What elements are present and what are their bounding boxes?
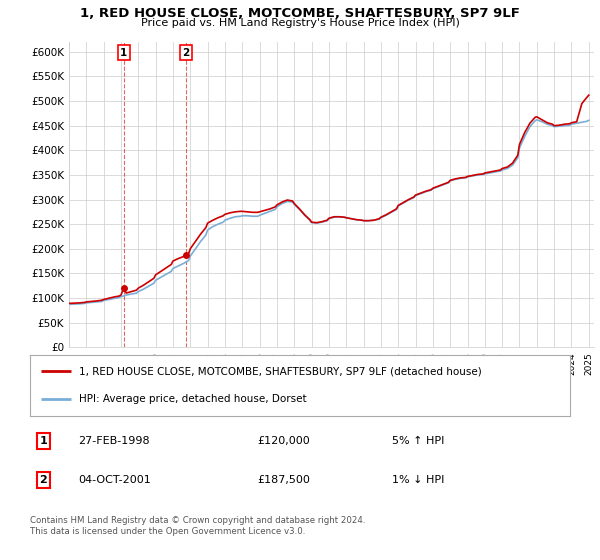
Text: 1, RED HOUSE CLOSE, MOTCOMBE, SHAFTESBURY, SP7 9LF: 1, RED HOUSE CLOSE, MOTCOMBE, SHAFTESBUR… [80, 7, 520, 20]
Text: 27-FEB-1998: 27-FEB-1998 [79, 436, 150, 446]
Text: 2: 2 [182, 48, 190, 58]
Text: 1% ↓ HPI: 1% ↓ HPI [392, 475, 444, 485]
Text: £187,500: £187,500 [257, 475, 310, 485]
Text: Price paid vs. HM Land Registry's House Price Index (HPI): Price paid vs. HM Land Registry's House … [140, 18, 460, 28]
Text: 2: 2 [40, 475, 47, 485]
Text: 04-OCT-2001: 04-OCT-2001 [79, 475, 151, 485]
Text: 1, RED HOUSE CLOSE, MOTCOMBE, SHAFTESBURY, SP7 9LF (detached house): 1, RED HOUSE CLOSE, MOTCOMBE, SHAFTESBUR… [79, 366, 481, 376]
Text: £120,000: £120,000 [257, 436, 310, 446]
Text: HPI: Average price, detached house, Dorset: HPI: Average price, detached house, Dors… [79, 394, 306, 404]
Text: 1: 1 [120, 48, 127, 58]
Text: 1: 1 [40, 436, 47, 446]
Text: 5% ↑ HPI: 5% ↑ HPI [392, 436, 444, 446]
Text: Contains HM Land Registry data © Crown copyright and database right 2024.
This d: Contains HM Land Registry data © Crown c… [30, 516, 365, 536]
